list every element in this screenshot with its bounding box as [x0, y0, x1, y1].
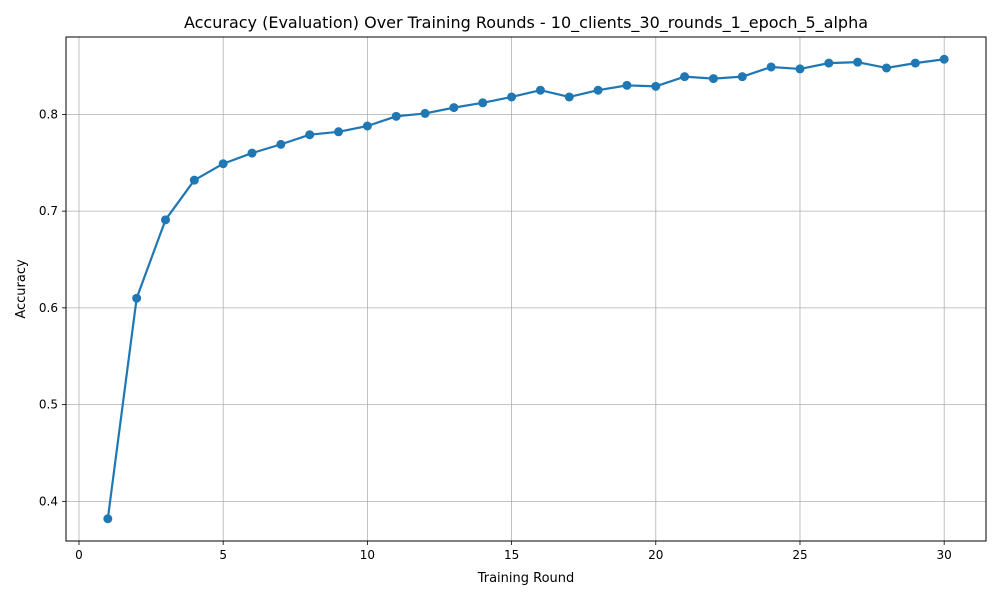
- data-point: [680, 72, 690, 82]
- x-tick-label: 30: [937, 548, 952, 562]
- y-axis-label: Accuracy: [14, 259, 29, 319]
- data-point: [160, 215, 170, 225]
- data-point: [882, 63, 892, 73]
- data-point: [939, 54, 949, 64]
- data-point: [362, 121, 372, 131]
- data-point: [132, 293, 142, 303]
- x-tick-label: 10: [360, 548, 375, 562]
- data-point: [218, 159, 228, 169]
- plot-area: [66, 37, 986, 541]
- data-point: [651, 81, 661, 91]
- data-point: [535, 85, 545, 95]
- y-tick-label: 0.5: [39, 398, 58, 412]
- grid: [66, 37, 986, 541]
- y-tick-label: 0.4: [39, 494, 58, 508]
- y-tick-label: 0.7: [39, 204, 58, 218]
- x-tick-label: 5: [219, 548, 227, 562]
- ticks: 0 5 10 15 20 25 30 0.4 0.5 0.6 0.7 0.8: [39, 107, 952, 562]
- y-tick-label: 0.6: [39, 301, 58, 315]
- y-tick-label: 0.8: [39, 107, 58, 121]
- data-point: [507, 92, 517, 102]
- data-point: [853, 57, 863, 67]
- x-tick-label: 20: [648, 548, 663, 562]
- x-tick-label: 0: [75, 548, 83, 562]
- x-tick-label: 15: [504, 548, 519, 562]
- data-point: [189, 175, 199, 185]
- chart-title: Accuracy (Evaluation) Over Training Roun…: [184, 13, 868, 33]
- data-point: [708, 74, 718, 84]
- data-point: [737, 72, 747, 82]
- data-point: [478, 98, 488, 108]
- data-point: [795, 64, 805, 74]
- data-point: [276, 139, 286, 149]
- data-point: [622, 80, 632, 90]
- x-axis-label: Training Round: [477, 571, 575, 586]
- data-point: [593, 85, 603, 95]
- x-tick-label: 25: [792, 548, 807, 562]
- data-point: [391, 111, 401, 121]
- axes: [65, 36, 987, 542]
- data-point: [247, 148, 257, 158]
- data-point: [766, 62, 776, 72]
- data-point: [824, 58, 834, 68]
- series: [103, 54, 949, 524]
- data-point: [334, 127, 344, 137]
- data-point: [910, 58, 920, 68]
- data-point: [305, 130, 315, 140]
- plot-frame: [65, 36, 987, 542]
- series-line: [106, 58, 945, 519]
- data-point: [103, 514, 113, 524]
- data-point: [420, 108, 430, 118]
- data-point: [564, 92, 574, 102]
- data-point: [449, 103, 459, 113]
